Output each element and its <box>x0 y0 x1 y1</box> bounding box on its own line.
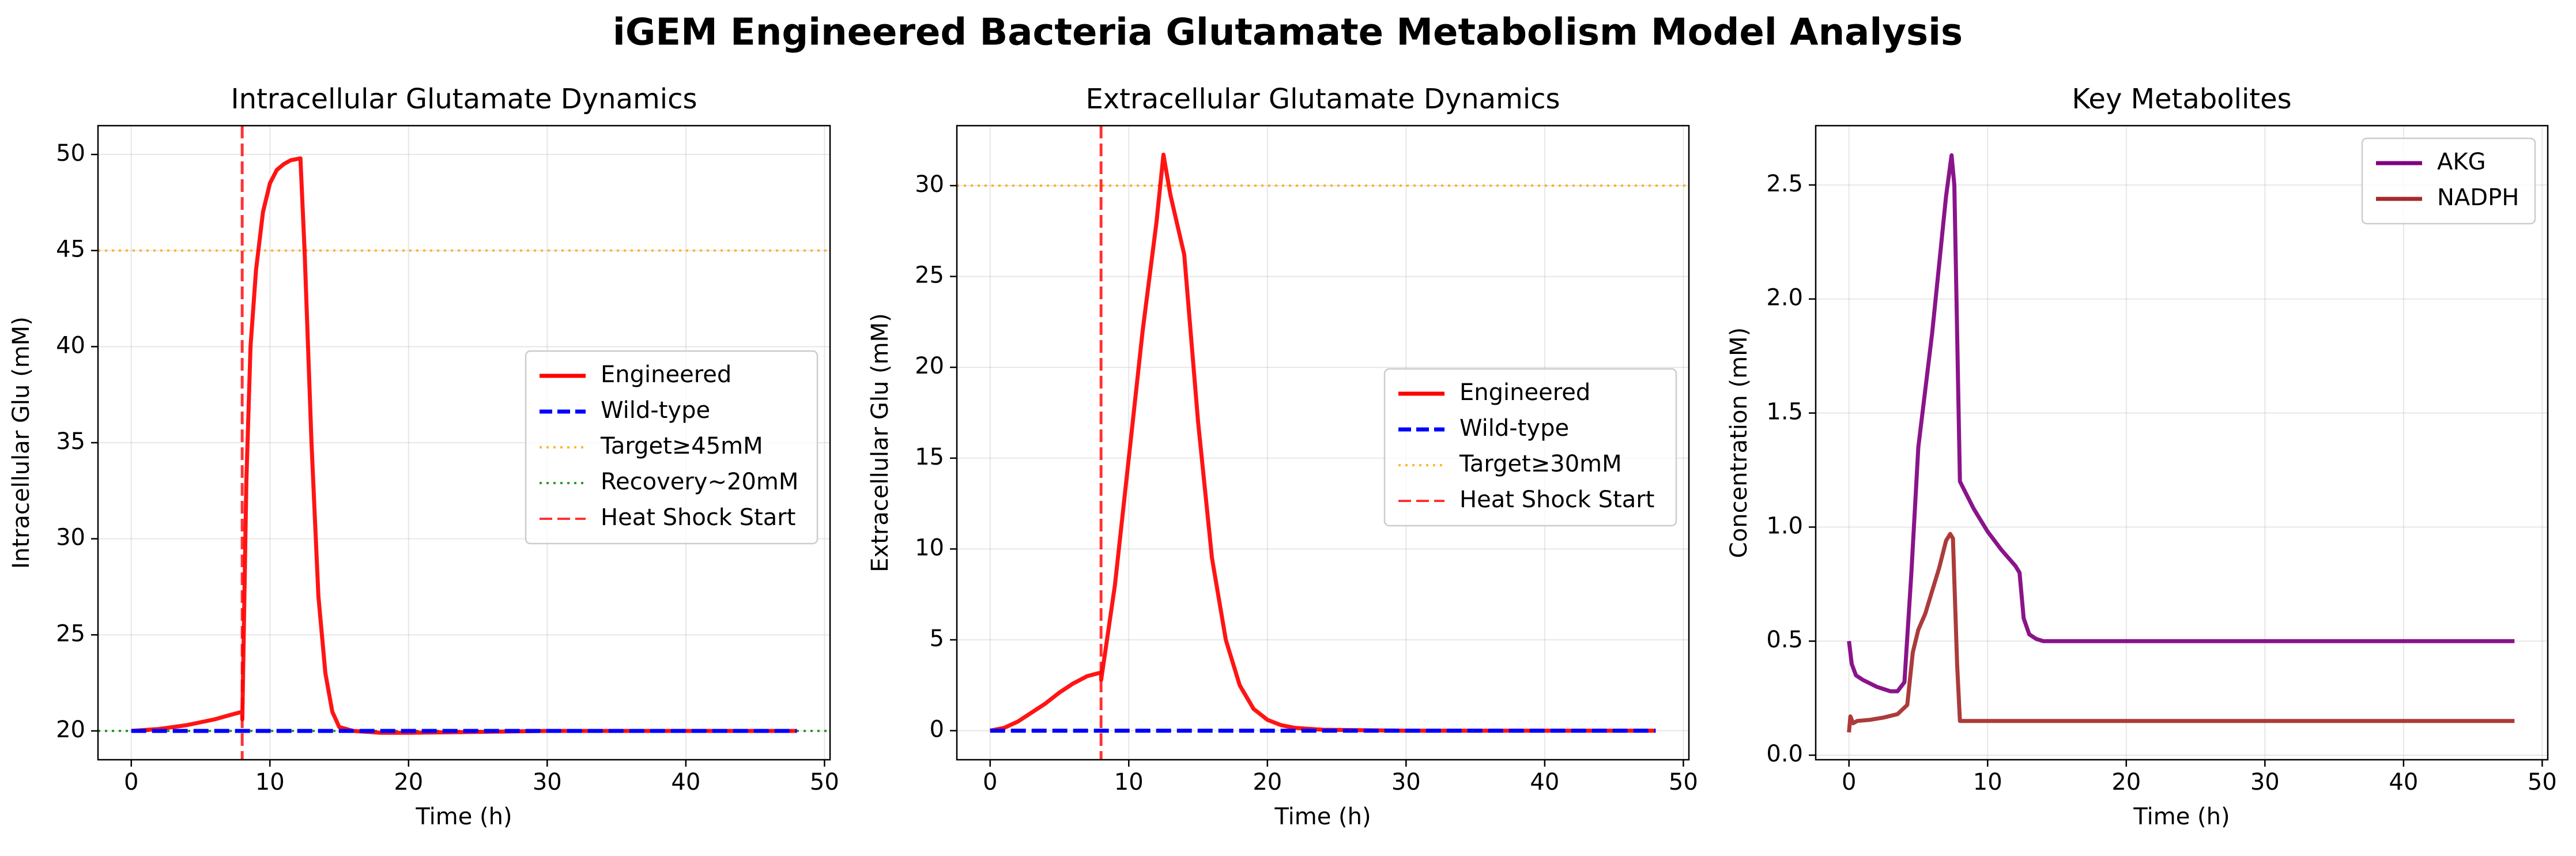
legend-label: Heat Shock Start <box>1459 487 1654 513</box>
legend-label: Recovery~20mM <box>601 469 798 495</box>
legend-label: Target≥30mM <box>1459 451 1622 477</box>
y-tick-label: 10 <box>915 534 944 561</box>
legend-box <box>2361 137 2536 225</box>
y-tick-label: 25 <box>915 262 944 289</box>
chart-title: Extracellular Glutamate Dynamics <box>1085 83 1560 115</box>
legend-box <box>525 350 819 545</box>
x-tick-label: 50 <box>2528 769 2557 795</box>
x-tick-label: 30 <box>1391 769 1421 795</box>
x-axis-label: Time (h) <box>2133 804 2230 830</box>
legend: Engineered Wild-type Target≥30mM Heat Shock… <box>1383 368 1677 527</box>
chart-panel-2: 0 10 20 30 40 50 0 5 10 15 20 25 30 Extracellular Glu… <box>867 83 1698 830</box>
x-tick-label: 30 <box>2250 769 2280 795</box>
y-axis-label: Extracellular Glu (mM) <box>867 313 893 572</box>
legend-label: Engineered <box>1459 379 1590 406</box>
y-tick-label: 25 <box>56 620 85 647</box>
y-tick-label: 50 <box>56 140 85 167</box>
chart-title: Key Metabolites <box>2072 83 2291 115</box>
x-tick-label: 20 <box>394 769 423 795</box>
y-tick-label: 0 <box>930 717 944 743</box>
legend: Engineered Wild-type Target≥45mM Recovery~2… <box>525 350 819 545</box>
y-tick-label: 1.5 <box>1766 399 1803 425</box>
y-axis-label: Intracellular Glu (mM) <box>8 316 35 569</box>
chart-panel-1: 0 10 20 30 40 50 20 25 30 35 40 45 50 Intracellular G… <box>8 83 839 830</box>
x-axis-label: Time (h) <box>1274 804 1371 830</box>
x-tick-label: 50 <box>1669 769 1698 795</box>
x-tick-label: 50 <box>810 769 839 795</box>
x-tick-label: 10 <box>1114 769 1144 795</box>
x-tick-label: 40 <box>671 769 700 795</box>
axes-frame <box>1815 125 2549 761</box>
legend: AKG NADPH <box>2361 137 2536 225</box>
legend-label: Wild-type <box>601 397 710 424</box>
y-tick-label: 45 <box>56 236 85 263</box>
legend-label: Wild-type <box>1459 415 1569 442</box>
legend-label: NADPH <box>2437 184 2519 211</box>
series-line-akg <box>1847 153 2515 693</box>
chart-title: Intracellular Glutamate Dynamics <box>231 83 697 115</box>
y-tick-label: 35 <box>56 428 85 455</box>
y-tick-label: 0.5 <box>1766 627 1803 653</box>
y-tick-label: 40 <box>56 332 85 359</box>
legend-box <box>1383 368 1677 527</box>
y-tick-label: 0.0 <box>1766 741 1803 767</box>
x-tick-label: 30 <box>533 769 562 795</box>
legend-label: AKG <box>2437 149 2486 175</box>
x-tick-label: 40 <box>2389 769 2418 795</box>
legend-label: Target≥45mM <box>600 433 763 459</box>
y-tick-label: 30 <box>915 171 944 198</box>
y-tick-label: 2.0 <box>1766 285 1803 311</box>
axes-frame <box>956 125 1690 761</box>
x-tick-label: 20 <box>1253 769 1282 795</box>
y-axis-label: Concentration (mM) <box>1726 327 1752 558</box>
y-tick-label: 1.0 <box>1766 512 1803 539</box>
figure-title: iGEM Engineered Bacteria Glutamate Metab… <box>613 12 1963 54</box>
x-tick-label: 20 <box>2111 769 2141 795</box>
x-tick-label: 40 <box>1530 769 1559 795</box>
x-tick-label: 0 <box>983 769 997 795</box>
x-tick-label: 0 <box>124 769 138 795</box>
series-line-nadph <box>1847 531 2515 733</box>
x-tick-label: 0 <box>1842 769 1856 795</box>
y-tick-label: 30 <box>56 525 85 551</box>
legend-label: Heat Shock Start <box>601 504 795 531</box>
x-tick-label: 10 <box>255 769 285 795</box>
y-tick-label: 20 <box>915 353 944 379</box>
x-axis-label: Time (h) <box>415 804 512 830</box>
series-line-engineered <box>990 152 1656 733</box>
legend-label: Engineered <box>601 361 731 388</box>
y-tick-label: 15 <box>915 444 944 470</box>
chart-panel-3: 0 10 20 30 40 50 0.0 0.5 1.0 1.5 2.0 2.5 Key Metabol… <box>1726 83 2557 830</box>
y-tick-label: 5 <box>930 625 944 652</box>
y-tick-label: 20 <box>56 717 85 743</box>
y-tick-label: 2.5 <box>1766 171 1803 197</box>
x-tick-label: 10 <box>1973 769 2002 795</box>
